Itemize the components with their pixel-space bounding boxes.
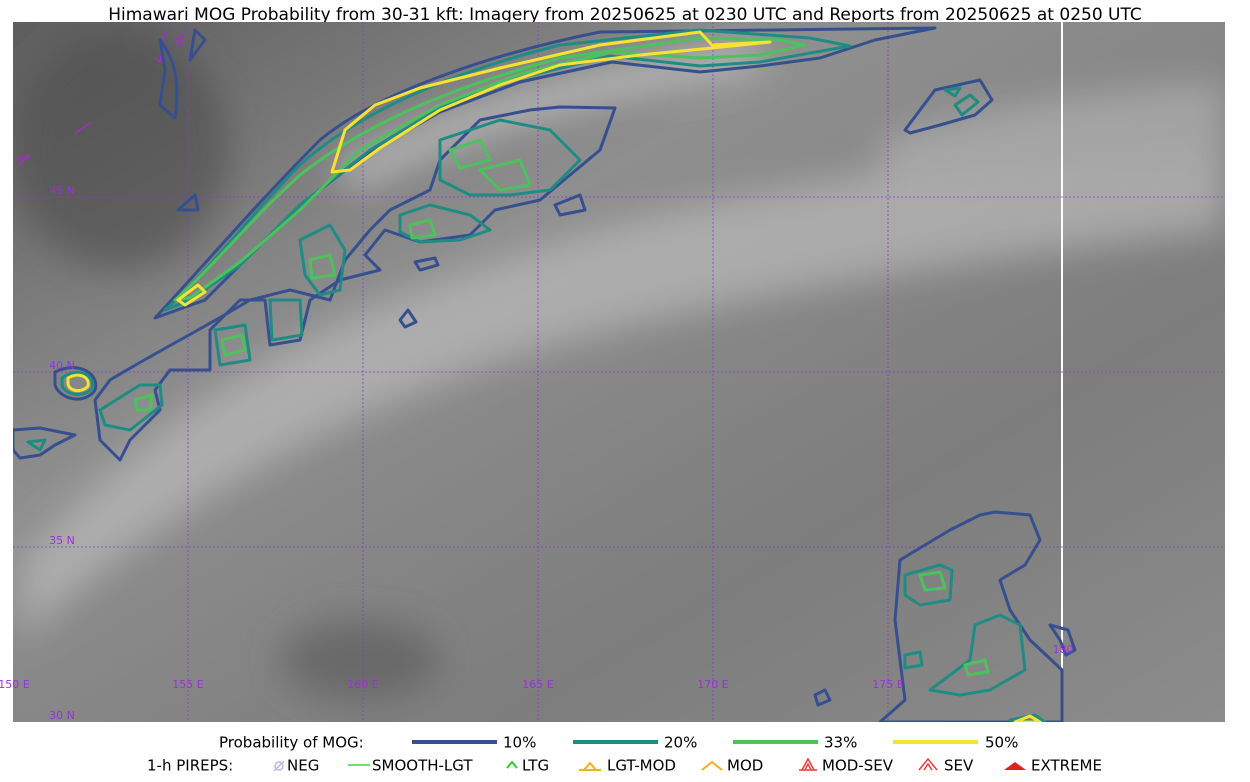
lon-label: 180 xyxy=(1053,643,1074,656)
map xyxy=(13,22,1225,722)
legend-item: 10% xyxy=(503,734,536,752)
legend-item: 50% xyxy=(985,734,1018,752)
lat-label: 40 N xyxy=(49,359,75,372)
coastlines xyxy=(13,29,185,166)
legend-title: 1-h PIREPS: xyxy=(147,757,233,775)
legend-item: 20% xyxy=(664,734,697,752)
lat-label: 30 N xyxy=(49,709,75,722)
pirep-icon xyxy=(274,761,284,771)
legend-item: MOD-SEV xyxy=(822,757,894,775)
lon-label: 150 E xyxy=(0,678,30,691)
lat-label: 45 N xyxy=(49,184,75,197)
title: Himawari MOG Probability from 30-31 kft:… xyxy=(108,5,1142,25)
pirep-icon xyxy=(918,757,938,771)
pirep-icon xyxy=(579,761,601,771)
lon-label: 155 E xyxy=(172,678,203,691)
pirep-icon xyxy=(701,760,723,771)
map-labels: 150 E 155 E 160 E 165 E 170 E 175 E 180 … xyxy=(0,184,1074,722)
lon-label: 160 E xyxy=(347,678,378,691)
legend-item: MOD xyxy=(727,757,763,775)
legend-item: SEV xyxy=(944,757,974,775)
pirep-icon xyxy=(1004,762,1026,770)
legend-item: NEG xyxy=(287,757,319,775)
legend: Probability of MOG: 10% 20% 33% 50% 1-h … xyxy=(147,734,1102,775)
legend-item: LTG xyxy=(522,757,549,775)
legend-title: Probability of MOG: xyxy=(219,734,364,752)
lon-label: 175 E xyxy=(872,678,903,691)
lat-label: 35 N xyxy=(49,534,75,547)
pirep-icon xyxy=(273,760,285,772)
legend-item: SMOOTH-LGT xyxy=(372,757,473,775)
pirep-icon xyxy=(506,760,518,769)
legend-item: EXTREME xyxy=(1031,757,1102,775)
grid xyxy=(13,22,1225,722)
lon-label: 165 E xyxy=(522,678,553,691)
legend-item: 33% xyxy=(824,734,857,752)
legend-item: LGT-MOD xyxy=(607,757,676,775)
contours xyxy=(13,26,1077,722)
pirep-icon xyxy=(799,757,817,771)
lon-label: 170 E xyxy=(697,678,728,691)
